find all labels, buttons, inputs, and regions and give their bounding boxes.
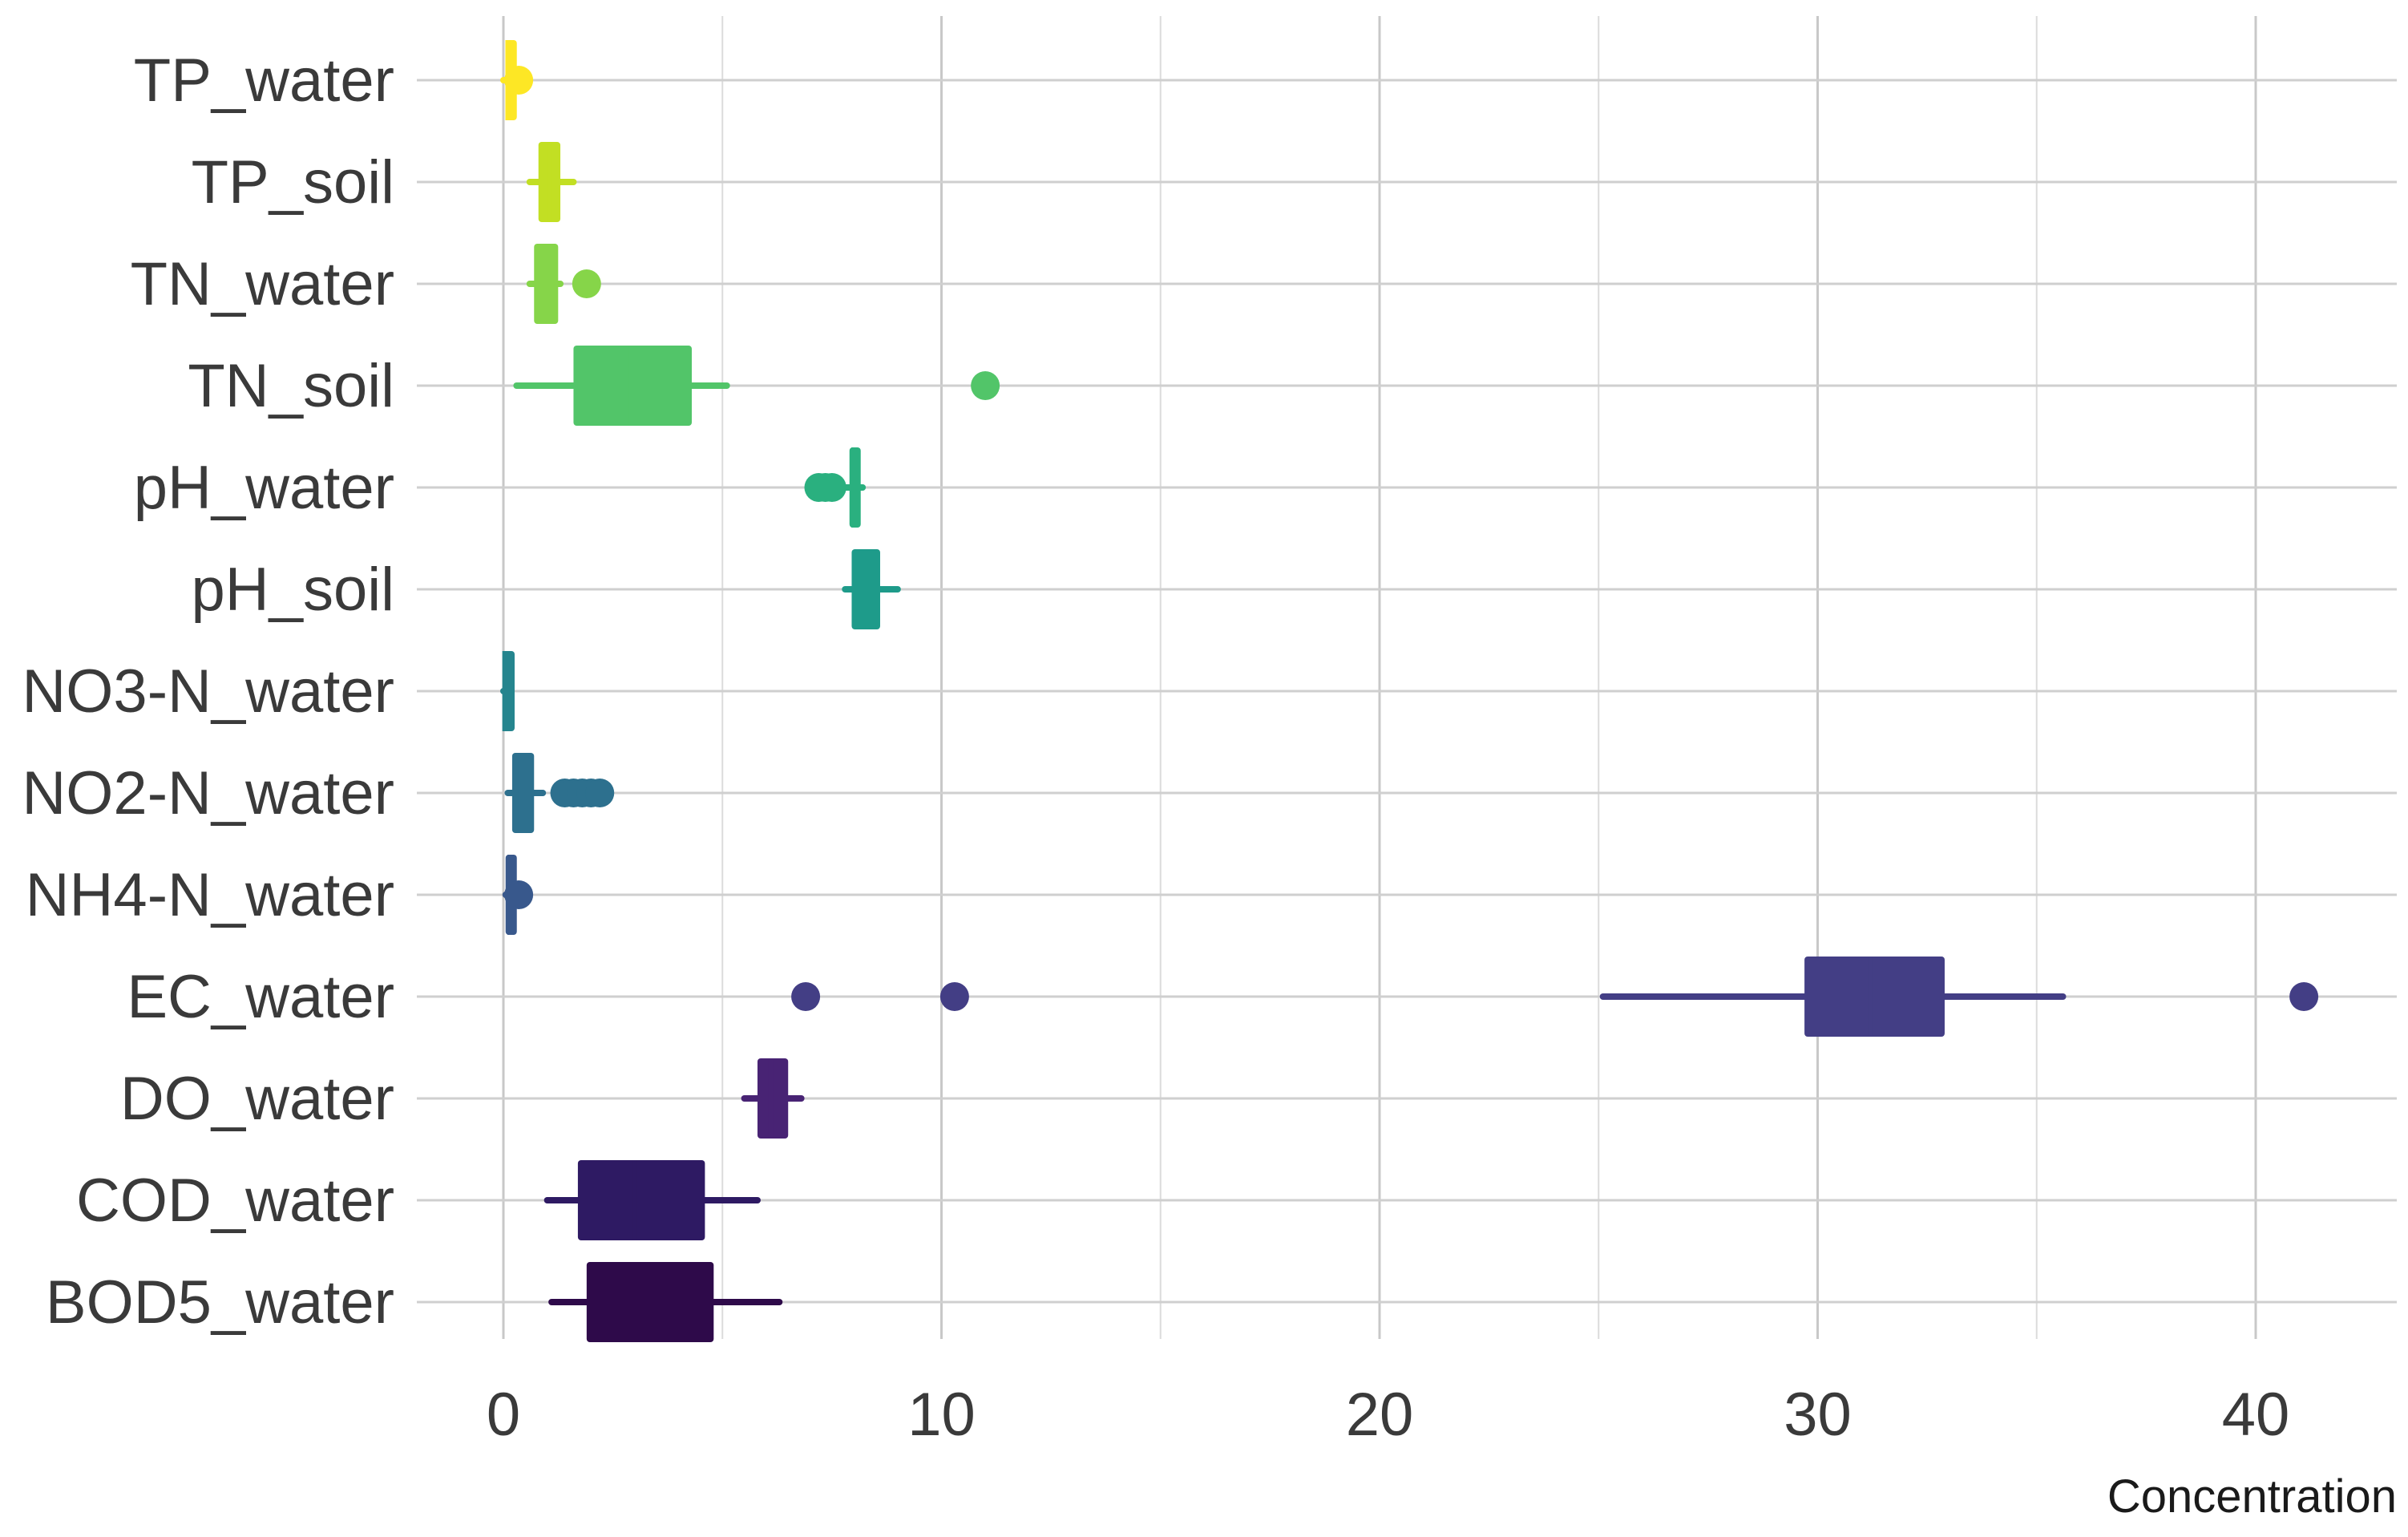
box-NH4-N_water: [502, 855, 534, 935]
box-TN_water: [526, 244, 601, 324]
box-DO_water: [741, 1058, 805, 1139]
category-label: TN_water: [131, 250, 394, 318]
x-tick-label: 40: [2222, 1381, 2290, 1449]
outlier-point: [817, 473, 846, 502]
category-label: TP_water: [134, 47, 394, 115]
box-EC_water: [791, 957, 2319, 1037]
iqr-box: [851, 549, 880, 629]
category-label: BOD5_water: [46, 1268, 394, 1337]
category-label: TP_soil: [192, 148, 394, 216]
outlier-point: [971, 371, 1000, 400]
box-BOD5_water: [548, 1262, 783, 1342]
grid-layer: [417, 16, 2397, 1339]
outlier-point: [504, 66, 534, 95]
outlier-point: [939, 982, 969, 1011]
box-pH_water: [804, 447, 867, 528]
x-tick-label: 0: [487, 1381, 520, 1449]
box-TP_water: [500, 40, 534, 120]
category-label: NO3-N_water: [22, 657, 394, 726]
outlier-point: [572, 269, 601, 298]
category-labels: TP_water TP_soil TN_water TN_soil pH_water pH…: [22, 47, 394, 1337]
category-label: pH_water: [134, 454, 394, 522]
box-NO2-N_water: [504, 753, 615, 833]
box-NO3-N_water: [500, 651, 515, 731]
iqr-box: [534, 244, 559, 324]
box-COD_water: [543, 1160, 761, 1240]
box-TN_soil: [513, 346, 1000, 426]
box-TP_soil: [526, 142, 577, 222]
iqr-box: [586, 1262, 714, 1342]
category-label: EC_water: [127, 963, 394, 1031]
x-tick-label: 30: [1784, 1381, 1852, 1449]
iqr-box: [1804, 957, 1945, 1037]
iqr-box: [577, 1160, 705, 1240]
outlier-point: [585, 779, 615, 807]
x-tick-label: 20: [1346, 1381, 1414, 1449]
box-layer: [500, 40, 2319, 1342]
outlier-point: [791, 982, 821, 1011]
category-label: pH_soil: [192, 556, 394, 624]
box-pH_soil: [842, 549, 901, 629]
category-label: NO2-N_water: [22, 759, 394, 827]
x-axis-title: Concentration: [2107, 1470, 2397, 1523]
outlier-point: [504, 880, 534, 909]
category-label: COD_water: [76, 1167, 394, 1235]
x-tick-label: 10: [907, 1381, 976, 1449]
category-label: TN_soil: [188, 352, 394, 420]
x-axis-ticks: 0 10 20 30 40: [487, 1381, 2289, 1449]
category-label: DO_water: [120, 1065, 394, 1133]
iqr-box: [573, 346, 692, 426]
category-label: NH4-N_water: [26, 861, 394, 929]
outlier-point: [2289, 982, 2319, 1011]
